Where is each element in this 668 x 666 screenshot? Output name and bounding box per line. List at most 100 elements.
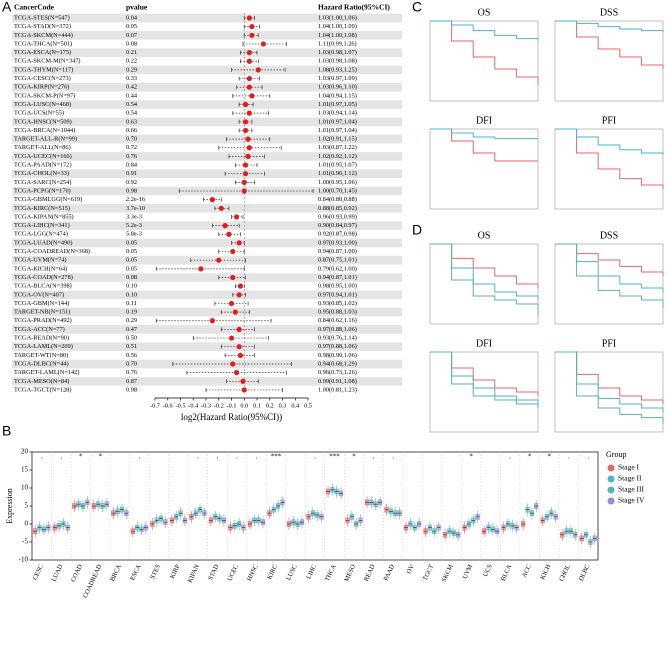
hazard-point — [241, 188, 247, 194]
column-header: CancerCode — [14, 3, 55, 12]
hazard-ratio: 1.02(0.91,1.15) — [318, 136, 357, 143]
p-value: 0.72 — [126, 144, 137, 151]
hazard-point — [228, 300, 235, 307]
panel-label: A — [2, 0, 12, 15]
p-value: 0.50 — [126, 335, 137, 342]
significance: . — [236, 453, 238, 461]
hazard-ratio: 0.97(0.88,1.06) — [318, 343, 357, 350]
hazard-point — [226, 231, 232, 237]
y-tick-label: 0 — [25, 520, 29, 528]
row-shade — [12, 204, 402, 213]
km-frame — [554, 20, 664, 102]
hazard-point — [236, 240, 242, 246]
p-value: 0.56 — [126, 352, 137, 359]
survival-curve — [555, 128, 664, 189]
hazard-ratio: 1.03(0.98,1.07) — [318, 49, 357, 56]
panel-label: B — [2, 423, 11, 439]
cancer-code: TCGA-COAD(N=278) — [14, 274, 73, 281]
hazard-point — [246, 110, 252, 116]
hazard-ratio: 0.90(0.84,0.97) — [318, 222, 357, 229]
legend-label: Stage III — [618, 485, 645, 494]
hazard-ratio: 1.11(0.99,1.26) — [318, 40, 357, 47]
hazard-ratio: 1.02(0.92,1.12) — [318, 153, 357, 160]
cancer-code: TCGA-BRCA(N=1044) — [14, 127, 75, 134]
significance: . — [60, 453, 62, 461]
hazard-ratio: 0.92(0.87,0.98) — [318, 231, 357, 238]
hazard-point — [216, 257, 222, 263]
cancer-code: TCGA-STAD(N=372) — [14, 23, 71, 30]
cancer-code: TCGA-LAML(N=209) — [14, 343, 73, 350]
p-value: 0.05 — [126, 257, 137, 264]
p-value: 0.29 — [126, 317, 137, 324]
hazard-ratio: 0.98(0.90,1.06) — [318, 352, 357, 359]
p-value: 0.04 — [126, 14, 138, 21]
hazard-point — [246, 75, 252, 82]
significance: . — [392, 453, 394, 461]
p-value: 0.63 — [126, 118, 137, 125]
row-shade — [12, 117, 402, 127]
x-tick-label: UCS — [482, 563, 494, 578]
significance: . — [41, 453, 43, 461]
hazard-point — [246, 15, 252, 21]
hazard-point — [209, 197, 215, 203]
p-value: 0.22 — [126, 58, 137, 65]
p-value: 0.76 — [126, 369, 137, 376]
significance: . — [314, 453, 316, 461]
hazard-point — [245, 136, 251, 142]
significance: . — [568, 453, 570, 461]
y-tick-label: 5 — [25, 502, 29, 510]
x-axis-title: log2(Hazard Ratio(95%CI)) — [181, 412, 282, 422]
hazard-point — [237, 352, 244, 358]
significance: . — [587, 453, 589, 461]
p-value: 5.2e-3 — [126, 222, 142, 229]
p-value: 0.70 — [126, 136, 137, 143]
row-shade — [12, 290, 402, 300]
p-value: 0.05 — [126, 23, 137, 30]
cancer-code: TARGET-ALL-R(N=99) — [14, 136, 77, 143]
hazard-ratio: 0.93(0.85,1.02) — [318, 300, 357, 307]
hazard-point — [232, 309, 238, 315]
column-header: pvalue — [126, 3, 148, 12]
p-value: 0.91 — [126, 170, 137, 177]
cancer-code: TCGA-KIPAN(N=855) — [14, 213, 74, 220]
p-value: 0.21 — [126, 49, 137, 56]
cancer-code: TARGET-LAML(N=142) — [14, 369, 79, 376]
cancer-code: TCGA-PAAD(N=172) — [14, 162, 72, 169]
y-tick-label: 15 — [21, 466, 29, 474]
hazard-ratio: 0.98(0.95,1.00) — [318, 283, 357, 290]
p-value: 3.3e-3 — [126, 213, 142, 220]
x-tick-label: -0.3 — [201, 402, 211, 409]
cancer-code: TCGA-STES(N=547) — [14, 14, 70, 21]
x-tick-label: 0.0 — [240, 402, 248, 409]
cancer-code: TCGA-LIHC(N=341) — [14, 222, 70, 229]
hazard-point — [230, 274, 236, 281]
y-tick-label: 10 — [21, 484, 29, 492]
cancer-code: TCGA-KIRP(N=276) — [14, 84, 69, 91]
p-value: 0.98 — [126, 386, 137, 393]
survival-curve — [555, 20, 664, 33]
hazard-point — [230, 361, 236, 367]
km-frame — [554, 243, 664, 325]
cancer-code: TCGA-ACC(N=77) — [14, 326, 65, 333]
hazard-ratio: 0.88(0.85,0.92) — [318, 205, 357, 212]
hazard-point — [255, 67, 261, 73]
hazard-ratio: 1.08(0.93,1.25) — [318, 66, 357, 73]
row-shade — [12, 377, 402, 386]
cancer-code: TCGA-MESO(N=84) — [14, 378, 69, 385]
row-shade — [12, 221, 402, 230]
x-tick-label: 0.1 — [253, 402, 261, 409]
hazard-point — [237, 283, 244, 289]
y-tick-label: -10 — [19, 556, 29, 564]
km-title: DFI — [476, 115, 492, 126]
x-tick-label: -0.1 — [227, 402, 237, 409]
significance: . — [256, 453, 258, 461]
hazard-ratio: 0.96(0.93,0.99) — [318, 213, 357, 220]
survival-curve — [430, 20, 539, 41]
cancer-code: TCGA-CESC(N=273) — [14, 75, 71, 82]
cancer-code: TCGA-CHOL(N=33) — [14, 170, 69, 177]
cancer-code: TCGA-UCEC(N=166) — [14, 153, 72, 160]
hazard-point — [249, 24, 255, 30]
row-shade — [12, 13, 402, 23]
y-tick-label: -5 — [22, 538, 28, 546]
